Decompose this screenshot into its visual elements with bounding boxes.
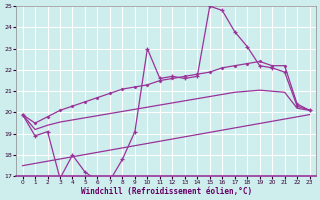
X-axis label: Windchill (Refroidissement éolien,°C): Windchill (Refroidissement éolien,°C) bbox=[81, 187, 252, 196]
